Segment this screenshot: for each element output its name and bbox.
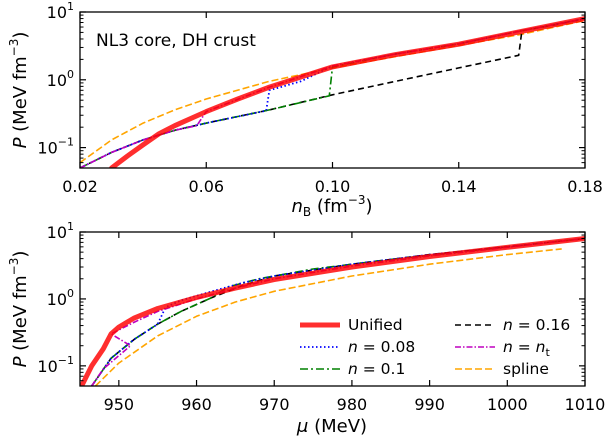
top-ytick-label: 100 xyxy=(47,68,74,90)
top-series-n016 xyxy=(80,17,585,168)
top-xlabel-unit-close: ) xyxy=(365,196,372,217)
top-xlabel: nB (fm−3) xyxy=(291,193,372,219)
legend: Unified n = 0.16 n = 0.08 n = nt n = 0.1 spli… xyxy=(300,316,570,378)
legend-label-nt: n = nt xyxy=(503,338,551,359)
bottom-xtick-label: 950 xyxy=(104,395,135,414)
top-xtick-label: 0.10 xyxy=(315,177,351,196)
top-xlabel-unit-exp: −3 xyxy=(348,193,366,207)
top-xtick-label: 0.18 xyxy=(567,177,603,196)
bottom-series-group xyxy=(80,236,585,386)
bottom-xlabel-unit: (MeV) xyxy=(308,416,367,437)
top-ytick-label: 101 xyxy=(47,0,74,22)
bottom-xtick-label: 1000 xyxy=(487,395,528,414)
bottom-ylabel: P (MeV fm−3) xyxy=(7,251,31,368)
bottom-series-unified xyxy=(80,236,585,386)
bottom-ylabel-unit-exp: −3 xyxy=(7,258,21,276)
top-ytick-label: 10−1 xyxy=(37,136,74,158)
top-xtick-label: 0.14 xyxy=(441,177,477,196)
top-xtick-label: 0.02 xyxy=(62,177,98,196)
top-ylabel-unit: (MeV fm xyxy=(10,56,31,137)
legend-label-n008: n = 0.08 xyxy=(348,338,415,356)
top-annotation: NL3 core, DH crust xyxy=(96,31,256,51)
bottom-xlabel-symbol: μ xyxy=(296,416,308,437)
top-xlabel-unit: (fm xyxy=(311,196,348,217)
top-series-unified xyxy=(109,16,585,168)
top-ylabel-unit-exp: −3 xyxy=(7,39,21,57)
top-ylabel-symbol: P xyxy=(10,137,31,148)
legend-label-unified: Unified xyxy=(348,316,403,334)
legend-label-spline: spline xyxy=(503,360,549,378)
bottom-series-spline xyxy=(94,248,562,386)
bottom-ylabel-unit: (MeV fm xyxy=(10,275,31,356)
top-series-group xyxy=(80,16,585,168)
bottom-xtick-label: 990 xyxy=(414,395,445,414)
bottom-xtick-label: 980 xyxy=(337,395,368,414)
bottom-xlabel: μ (MeV) xyxy=(296,416,367,437)
bottom-panel: 950 960 970 980 990 1000 1010 10−1 100 101 μ (MeV… xyxy=(7,220,605,437)
legend-label-n01: n = 0.1 xyxy=(348,360,405,378)
bottom-ylabel-unit-close: ) xyxy=(10,251,31,258)
bottom-ylabel-symbol: P xyxy=(10,356,31,367)
bottom-xtick-label: 970 xyxy=(259,395,290,414)
top-xtick-label: 0.06 xyxy=(188,177,224,196)
bottom-ytick-label: 10−1 xyxy=(37,354,74,376)
legend-label-n016: n = 0.16 xyxy=(503,316,570,334)
bottom-ytick-label: 100 xyxy=(47,287,74,309)
bottom-ticks: 950 960 970 980 990 1000 1010 10−1 100 101 xyxy=(37,220,605,414)
top-xlabel-symbol: n xyxy=(291,196,302,217)
bottom-ytick-label: 101 xyxy=(47,220,74,242)
top-ticks: 0.02 0.06 0.10 0.14 0.18 10−1 100 101 xyxy=(37,0,602,196)
top-panel: 0.02 0.06 0.10 0.14 0.18 10−1 100 101 NL3 core,… xyxy=(7,0,603,219)
bottom-xtick-label: 1010 xyxy=(565,395,606,414)
top-ylabel: P (MeV fm−3) xyxy=(7,32,31,149)
top-xlabel-sub: B xyxy=(303,205,311,219)
bottom-xtick-label: 960 xyxy=(181,395,212,414)
top-ylabel-unit-close: ) xyxy=(10,32,31,39)
